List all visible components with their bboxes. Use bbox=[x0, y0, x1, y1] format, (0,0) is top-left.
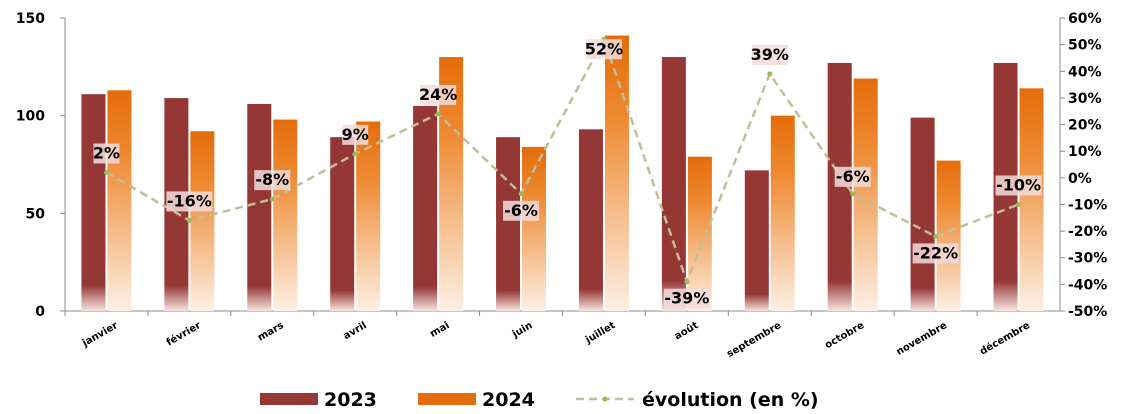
y2-tick-label: 20% bbox=[1068, 118, 1102, 134]
x-tick-label: novembre bbox=[895, 320, 950, 358]
data-label-bg bbox=[912, 243, 959, 264]
data-label-bg bbox=[503, 200, 540, 221]
evolution-point bbox=[767, 71, 773, 77]
x-tick-label: janvier bbox=[80, 320, 120, 350]
evolution-point bbox=[352, 151, 358, 157]
y2-tick-label: 40% bbox=[1068, 64, 1102, 80]
evolution-line bbox=[103, 36, 1022, 286]
x-tick-label: août bbox=[672, 319, 700, 342]
data-labels: 2% -16% -8% 9% 24% -6% 52% -39% 39% -6% -22% -10% bbox=[93, 39, 1042, 309]
bar-2024 bbox=[190, 131, 215, 311]
y2-tick-label: 0% bbox=[1068, 171, 1092, 187]
bar-2023 bbox=[496, 137, 521, 311]
bar-2024 bbox=[107, 90, 132, 311]
evolution-polyline bbox=[105, 36, 1019, 286]
evolution-point bbox=[684, 279, 690, 285]
bars bbox=[81, 35, 1044, 312]
evolution-data-label: 2% bbox=[93, 143, 120, 162]
evolution-point bbox=[186, 217, 192, 223]
data-label-bg bbox=[663, 288, 710, 309]
x-tick-label: décembre bbox=[978, 319, 1033, 357]
evolution-data-label: -39% bbox=[664, 289, 709, 308]
evolution-data-label: -22% bbox=[913, 243, 958, 262]
data-label-bg bbox=[342, 124, 369, 145]
evolution-data-label: 9% bbox=[342, 125, 369, 144]
legend: 2023 2024 évolution (en %) bbox=[260, 389, 819, 411]
bar-2024 bbox=[522, 146, 547, 311]
x-tick-label: mai bbox=[428, 320, 451, 340]
y2-tick-label: 60% bbox=[1068, 11, 1102, 27]
bar-2023 bbox=[744, 170, 769, 311]
x-tick-label: mars bbox=[256, 320, 286, 344]
evolution-data-label: 24% bbox=[419, 85, 457, 104]
legend-label-2024: 2024 bbox=[482, 389, 535, 411]
evolution-data-label: -10% bbox=[996, 175, 1041, 194]
x-tick-label: septembre bbox=[725, 320, 783, 360]
data-label-bg bbox=[93, 143, 120, 164]
x-tick-label: juillet bbox=[583, 320, 618, 346]
bar-2023 bbox=[413, 105, 438, 312]
y2-tick-label: -50% bbox=[1068, 304, 1107, 320]
y-tick-label: 50 bbox=[26, 206, 46, 222]
evolution-point bbox=[103, 169, 109, 175]
y2-tick-label: -10% bbox=[1068, 197, 1107, 213]
data-label-bg bbox=[585, 39, 622, 60]
bar-2023 bbox=[81, 94, 106, 312]
y2-tick-label: 10% bbox=[1068, 144, 1102, 160]
legend-marker-evolution bbox=[602, 396, 608, 402]
x-tick-label: octobre bbox=[823, 320, 866, 351]
bar-2023 bbox=[661, 57, 686, 311]
bar-2024 bbox=[273, 119, 298, 311]
x-tick-label: février bbox=[164, 319, 203, 348]
legend-label-evolution: évolution (en %) bbox=[642, 389, 819, 411]
legend-label-2023: 2023 bbox=[324, 389, 377, 411]
evolution-point bbox=[933, 233, 939, 239]
data-label-bg bbox=[751, 44, 788, 65]
evolution-data-label: -16% bbox=[167, 191, 212, 210]
bar-2023 bbox=[578, 129, 603, 311]
bar-2024 bbox=[356, 121, 381, 311]
legend-swatch-2024 bbox=[418, 393, 476, 405]
bar-2024 bbox=[604, 35, 629, 311]
evolution-point bbox=[269, 196, 275, 202]
evolution-data-label: -6% bbox=[504, 201, 538, 220]
y2-tick-label: 30% bbox=[1068, 91, 1102, 107]
bar-2024 bbox=[687, 156, 712, 311]
evolution-point bbox=[1016, 201, 1022, 207]
y2-tick-label: 50% bbox=[1068, 38, 1102, 54]
evolution-point bbox=[518, 191, 524, 197]
evolution-point bbox=[850, 191, 856, 197]
y-tick-label: 150 bbox=[16, 11, 45, 27]
y2-tick-label: -40% bbox=[1068, 277, 1107, 293]
data-label-bg bbox=[834, 166, 871, 187]
evolution-data-label: -6% bbox=[836, 167, 870, 186]
bar-2024 bbox=[1019, 88, 1044, 311]
evolution-data-label: 52% bbox=[585, 39, 623, 58]
evolution-data-label: 39% bbox=[751, 45, 789, 64]
y-tick-label: 0 bbox=[35, 304, 45, 320]
y-tick-label: 100 bbox=[16, 109, 45, 125]
bar-2023 bbox=[247, 103, 272, 312]
y2-tick-label: -20% bbox=[1068, 224, 1107, 240]
evolution-point bbox=[435, 111, 441, 117]
bar-2023 bbox=[330, 137, 355, 311]
x-tick-label: juin bbox=[510, 320, 535, 341]
data-label-bg bbox=[166, 191, 213, 212]
y2-tick-label: -30% bbox=[1068, 251, 1107, 267]
x-tick-label: avril bbox=[342, 320, 369, 342]
evolution-data-label: -8% bbox=[255, 170, 289, 189]
bar-2024 bbox=[853, 78, 878, 311]
data-label-bg bbox=[420, 84, 457, 105]
data-label-bg bbox=[995, 175, 1042, 196]
legend-swatch-2023 bbox=[260, 393, 318, 405]
data-label-bg bbox=[254, 170, 291, 191]
bar-2023 bbox=[910, 117, 935, 312]
bar-2024 bbox=[770, 115, 795, 312]
